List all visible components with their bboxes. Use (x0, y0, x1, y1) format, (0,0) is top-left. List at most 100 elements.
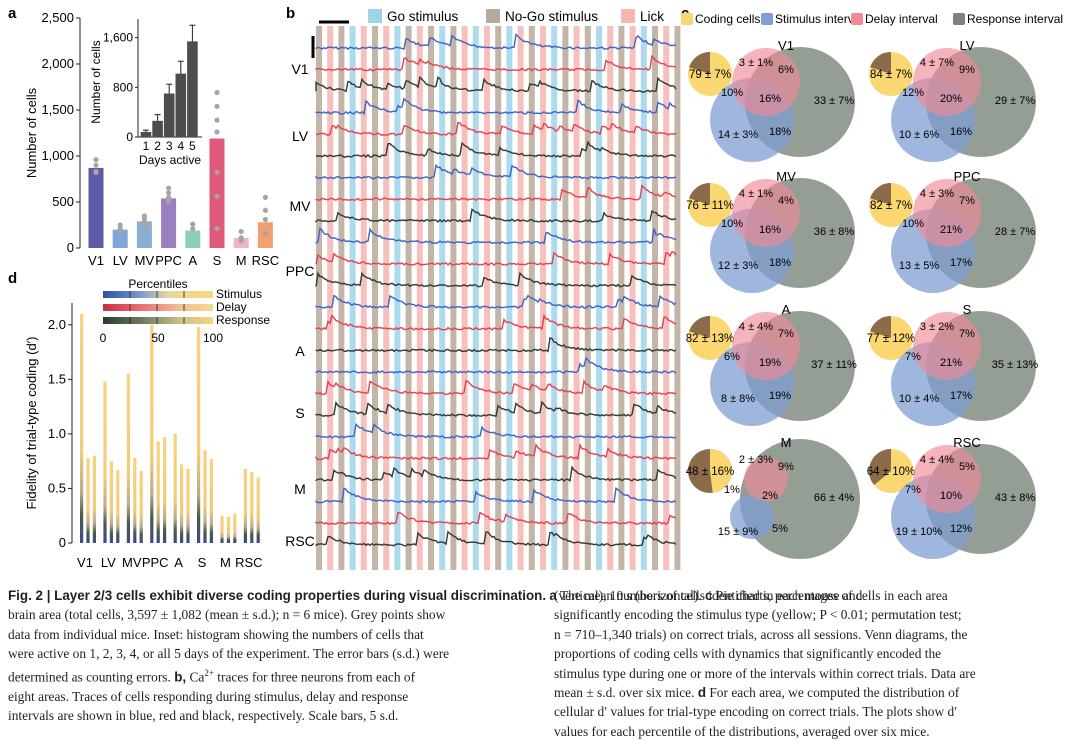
y-tick-label: 2,500 (41, 10, 74, 25)
pie-noncoding-slice (870, 183, 891, 205)
panel-label-d: d (8, 270, 17, 287)
caption-left-line-1: The mean numbers of cells identified in … (556, 588, 863, 603)
venn-response-label: 43 ± 8% (995, 492, 1036, 504)
trial-band (394, 26, 401, 570)
venn-response-label: 33 ± 7% (814, 95, 855, 107)
trial-band (327, 26, 334, 570)
calcium-trace (315, 227, 677, 245)
venn-center-label: 16% (759, 93, 781, 105)
calcium-trace (315, 422, 677, 439)
panel-label-a: a (8, 5, 17, 22)
inset-x-tick-label: 4 (177, 139, 184, 153)
d-x-tick-label: RSC (235, 555, 262, 570)
venn-delay-circle (732, 179, 800, 247)
venn-stimulus-label: 8 ± 8% (721, 393, 755, 405)
d-bar (150, 324, 154, 543)
caption-ca-sup: 2+ (204, 667, 214, 678)
calcium-trace (316, 121, 677, 137)
mouse-point (262, 230, 268, 236)
calcium-trace (315, 54, 677, 72)
pie-coding-slice (710, 449, 733, 493)
mouse-point (166, 185, 172, 191)
venn-delay-response-label: 7% (778, 328, 794, 340)
calcium-trace (315, 271, 677, 288)
trial-band (640, 26, 647, 570)
trial-band (405, 26, 412, 570)
venn-stim-response-label: 19% (769, 390, 791, 402)
trial-band (674, 26, 681, 570)
venn-stim-delay-label: 6% (724, 351, 740, 363)
trial-band (573, 26, 580, 570)
calcium-trace (315, 465, 677, 483)
x-tick-label: V1 (88, 253, 104, 268)
venn-stim-response-label: 17% (950, 257, 972, 269)
calcium-trace (315, 400, 677, 418)
inset-y-tick-label: 800 (113, 80, 133, 94)
venn-stimulus-label: 19 ± 10% (896, 526, 943, 538)
d-legend-label: Stimulus (216, 287, 262, 301)
mouse-point (93, 162, 99, 168)
calcium-trace (315, 207, 677, 223)
venn-delay-circle (732, 312, 800, 380)
inset-bar (175, 73, 187, 137)
venn-stim-response-label: 16% (950, 126, 972, 138)
d-bar (133, 457, 137, 543)
d-bar (163, 437, 167, 543)
d-x-tick-label: V1 (77, 555, 93, 570)
calcium-trace (315, 97, 677, 116)
caption-left-line-6: traces for three neurons from each of (213, 669, 416, 685)
venn-stimulus-circle (730, 495, 774, 539)
venn-area-title: A (782, 302, 791, 317)
venn-delay-circle (732, 48, 800, 116)
venn-delay-label: 4 ± 7% (920, 57, 954, 69)
y-axis-label: Number of cells (24, 87, 39, 178)
venn-stim-response-label: 18% (769, 126, 791, 138)
venn-area-lv: 84 ± 7% LV 4 ± 7% 9% 12% 20% 29 ± 7% 10 ± 6% 16% (869, 38, 1036, 162)
trial-band (652, 26, 658, 570)
trial-band (416, 26, 423, 570)
d-bar (256, 477, 260, 543)
bar (136, 221, 152, 248)
venn-area-a: 82 ± 13% A 4 ± 4% 7% 6% 19% 37 ± 11% 8 ± 8% 19% (686, 302, 857, 426)
inset-x-axis-label: Days active (139, 153, 201, 167)
trial-band (562, 26, 569, 570)
pie-coding-label: 82 ± 7% (870, 200, 912, 212)
venn-area-m: 48 ± 16% M 2 ± 3% 9% 1% 2% 66 ± 4% 15 ± 9% 5% (686, 435, 860, 559)
mouse-point (214, 169, 220, 176)
venn-delay-label: 4 ± 1% (739, 188, 773, 200)
d-bar (226, 516, 230, 543)
inset-y-tick-label: 1,600 (103, 31, 133, 45)
venn-area-title: S (963, 302, 972, 317)
mouse-point (214, 89, 220, 96)
trial-band (316, 26, 322, 570)
caption-left-line-2: brain area (total cells, 3,597 ± 1,082 (… (8, 607, 446, 623)
mouse-point (238, 238, 244, 244)
bar (112, 229, 128, 248)
y-tick-label: 0 (67, 240, 74, 255)
panel-b-calcium-traces: Go stimulus No-Go stimulus Lick V1 LV MV PPC A S… (285, 9, 681, 570)
x-tick-label: MV (135, 253, 155, 268)
venn-area-title: PPC (954, 169, 981, 184)
inset-y-axis-label: Number of cells (89, 40, 103, 123)
venn-delay-response-label: 9% (959, 64, 975, 76)
bar (161, 198, 177, 248)
venn-stimulus-label: 15 ± 9% (718, 526, 759, 538)
venn-delay-response-label: 4% (778, 195, 794, 207)
mouse-point (262, 194, 268, 200)
c-legend-label: Stimulus interval (775, 12, 863, 26)
x-tick-label: M (236, 253, 247, 268)
mouse-point (93, 169, 99, 176)
d-bar (86, 457, 90, 543)
venn-area-title: MV (776, 169, 796, 184)
caption-right-line-2: Pie charts, percentages of cells in each… (712, 588, 948, 603)
d-bar (156, 441, 160, 543)
caption-left-line-8: intervals are shown in blue, red and bla… (8, 707, 399, 723)
trial-band (596, 26, 602, 570)
trial-band (472, 26, 479, 570)
calcium-trace (315, 184, 677, 202)
calcium-trace (315, 511, 677, 526)
venn-delay-response-label: 7% (959, 195, 975, 207)
pie-noncoding-slice (689, 316, 710, 338)
venn-delay-circle (913, 48, 981, 116)
b-legend-label: Lick (640, 9, 664, 24)
